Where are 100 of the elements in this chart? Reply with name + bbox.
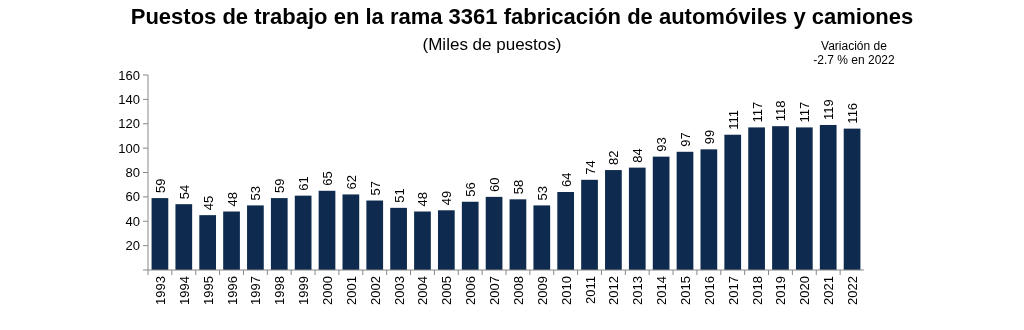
data-label: 59: [272, 178, 288, 194]
data-label: 54: [176, 184, 192, 200]
x-tick-label: 2022: [845, 276, 861, 305]
y-tick-label: 20: [125, 238, 140, 254]
y-tick-label: 120: [118, 116, 140, 132]
bar: [605, 170, 622, 270]
data-label: 84: [630, 148, 646, 163]
text: Variación de -2.7 % en 2022: [813, 39, 896, 67]
bar: [557, 192, 575, 270]
x-tick-label: 1998: [272, 276, 288, 305]
bar: [843, 128, 861, 270]
bar: [509, 199, 527, 270]
y-tick-label: 60: [125, 189, 140, 205]
data-label: 56: [463, 182, 479, 197]
bar: [175, 204, 193, 270]
x-tick-label: 2006: [463, 276, 479, 305]
bar: [366, 200, 384, 270]
x-tick-label: 2008: [510, 276, 526, 305]
x-tick-label: 2002: [367, 276, 383, 305]
data-label: 45: [200, 195, 216, 211]
data-label: 111: [725, 109, 741, 130]
x-tick-label: 2016: [701, 276, 717, 305]
x-tick-label: 2003: [391, 276, 407, 305]
data-label: 53: [534, 185, 550, 201]
x-tick-label: 2009: [534, 276, 550, 305]
data-label: 51: [391, 188, 407, 203]
data-label: 97: [678, 132, 693, 147]
data-label: 61: [296, 176, 312, 191]
x-tick-label: 2018: [749, 276, 765, 305]
y-tick-label: 100: [118, 140, 140, 156]
bar: [700, 149, 718, 270]
data-label: 116: [845, 102, 861, 124]
data-label: 49: [439, 190, 455, 206]
data-label: 118: [773, 100, 789, 122]
x-tick-label: 2007: [487, 276, 503, 305]
x-tick-label: 1993: [152, 276, 168, 305]
data-label: 58: [510, 179, 526, 195]
bar: [628, 167, 646, 270]
bar: [533, 205, 551, 270]
data-label: 93: [654, 137, 670, 152]
bar: [247, 205, 264, 270]
y-tick-label: 160: [118, 67, 140, 83]
x-tick-label: 1995: [200, 276, 216, 305]
data-label: 62: [343, 174, 359, 190]
x-tick-label: 2015: [678, 276, 693, 305]
data-label: 74: [582, 160, 598, 175]
data-label: 59: [152, 178, 168, 194]
bar: [414, 211, 431, 270]
data-label: 117: [797, 101, 813, 123]
data-label: 119: [821, 99, 837, 120]
bar: [581, 179, 598, 270]
bar: [748, 127, 765, 270]
chart-subtitle: (Miles de puestos): [422, 35, 562, 54]
bar: [390, 207, 407, 270]
x-tick-label: 2000: [320, 276, 335, 305]
data-label: 65: [320, 171, 335, 186]
data-label: 57: [367, 181, 383, 196]
bar: [724, 134, 742, 270]
x-tick-label: 2005: [439, 276, 455, 305]
x-tick-label: 2001: [343, 276, 359, 305]
x-tick-label: 2014: [654, 276, 670, 305]
y-tick-label: 40: [125, 213, 140, 229]
data-label: 53: [248, 185, 264, 201]
x-tick-label: 1996: [224, 276, 240, 305]
bar: [676, 151, 694, 270]
x-tick-label: 1999: [296, 276, 312, 305]
x-tick-label: 2021: [821, 276, 837, 305]
x-tick-label: 2012: [606, 276, 622, 305]
bar: [294, 195, 312, 270]
bar: [199, 215, 217, 270]
data-label: 48: [415, 192, 431, 207]
x-tick-label: 2004: [415, 276, 431, 305]
y-tick-label: 80: [125, 165, 140, 181]
data-label: 48: [224, 192, 240, 207]
x-tick-label: 1997: [248, 276, 264, 305]
bar: [652, 156, 670, 270]
data-label: 82: [606, 150, 622, 166]
bar: [461, 201, 479, 270]
x-tick-label: 2011: [582, 276, 598, 304]
data-label: 60: [487, 177, 503, 192]
chart-title: Puestos de trabajo en la rama 3361 fabricación de automóviles y camiones: [130, 4, 914, 29]
bar: [342, 194, 360, 270]
bar: [318, 190, 336, 270]
bar: [270, 198, 288, 270]
x-tick-label: 2017: [725, 276, 741, 305]
x-tick-label: 2013: [630, 276, 646, 305]
data-label: 99: [701, 129, 717, 145]
x-tick-label: 2010: [558, 276, 574, 305]
data-label: 117: [749, 101, 765, 123]
x-tick-label: 2020: [797, 276, 813, 305]
x-tick-label: 2019: [773, 276, 789, 305]
bar: [772, 126, 789, 270]
data-label: 64: [558, 172, 574, 187]
bar: [223, 211, 240, 270]
bar: [485, 196, 503, 270]
bar: [437, 210, 455, 270]
bar: [819, 124, 837, 270]
bar: [151, 198, 169, 270]
bar: [795, 127, 813, 270]
y-tick-label: 140: [118, 91, 140, 107]
